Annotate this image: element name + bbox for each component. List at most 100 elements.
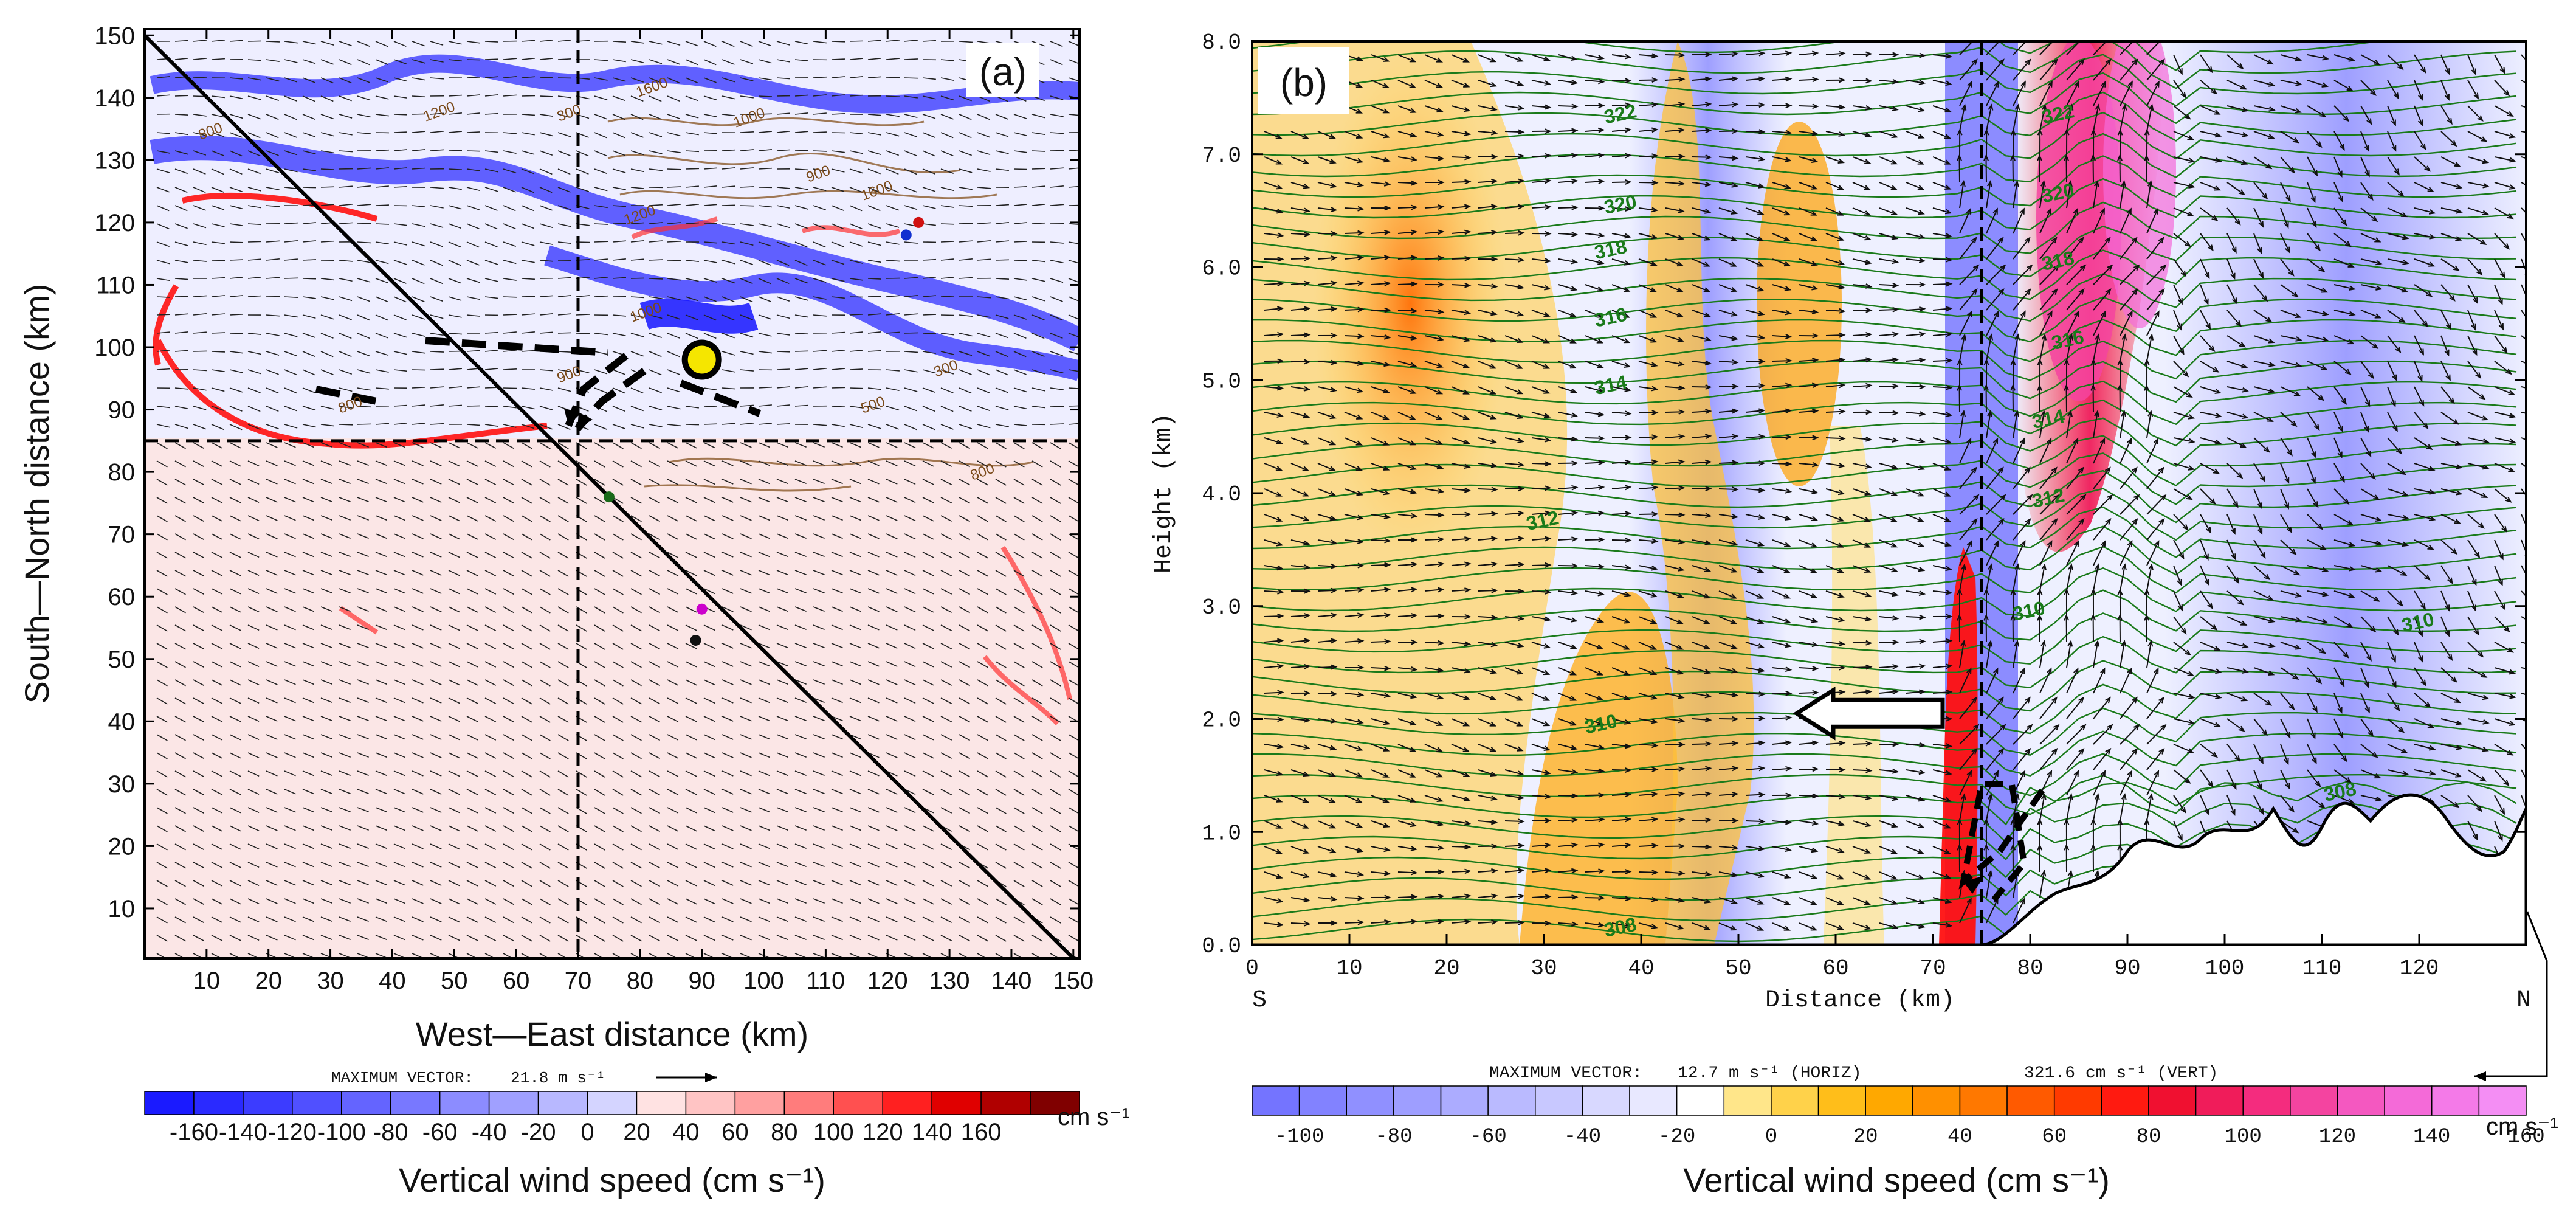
wind-vector [904,624,916,631]
wind-vector-head [1917,849,1925,854]
wind-vector [667,95,680,102]
wind-vector [1451,257,1470,260]
wind-vector [612,168,626,173]
wind-vector [466,880,478,887]
wind-vector-head [1785,690,1793,696]
wind-vector [685,260,699,262]
wind-vector [1932,590,1951,594]
wind-vector-head [1438,179,1445,185]
wind-vector [1932,156,1951,165]
wind-vector [940,258,954,261]
wind-vector [1504,155,1524,157]
wind-vector [412,333,425,337]
wind-vector [521,387,535,390]
wind-vector-head [1785,408,1793,414]
wind-vector [1718,793,1737,796]
wind-vector [1531,463,1551,465]
wind-vector [357,916,369,922]
wind-vector [1424,921,1443,924]
wind-vector [576,168,589,175]
wind-vector [393,643,405,649]
wind-vector [612,277,626,279]
wind-vector [594,479,605,486]
wind-vector [174,570,186,577]
wind-vector [740,752,752,758]
wind-vector [266,41,280,43]
wind-vector [1050,167,1064,170]
colorbar-tick-label: 80 [771,1119,798,1146]
wind-vector-head [1998,517,2005,525]
wind-vector [1665,207,1684,212]
wind-vector [412,260,425,266]
wind-vector-head [1837,568,1845,573]
wind-vector [1799,488,1817,494]
wind-vector-head [1783,236,1791,241]
wind-vector [2039,794,2045,821]
wind-vector [1558,486,1577,489]
wind-vector [1050,241,1064,244]
wind-vector [831,58,845,60]
wind-vector [1397,105,1416,113]
wind-vector [247,460,260,467]
wind-vector-head [1892,78,1899,85]
wind-vector [211,643,223,649]
colorbar-swatch [685,1091,736,1115]
wind-vector [357,789,369,795]
wind-vector [2039,209,2051,234]
wind-vector-head [1678,127,1686,133]
wind-vector [247,533,260,540]
wind-vector [940,916,952,923]
theta-contour [1252,178,2517,230]
wind-vector [448,41,462,45]
wind-vector-head [1277,358,1284,364]
wind-vector [521,898,532,905]
wind-vector [594,241,608,243]
wind-vector-head [1596,644,1604,650]
wind-vector [1317,744,1336,750]
wind-vector [813,734,825,739]
x-tick-label: 80 [627,967,654,994]
wind-vector [721,95,735,100]
wind-vector [484,406,499,407]
wind-vector [922,661,934,668]
wind-vector [1397,871,1417,874]
wind-vector [302,479,314,485]
wind-vector [211,916,223,923]
wind-vector-head [1571,536,1579,542]
wind-vector [922,697,934,704]
wind-vector [247,515,260,522]
wind-vector [1031,843,1043,851]
wind-vector [1424,846,1443,849]
wind-vector [448,404,462,407]
wind-vector [1638,539,1657,542]
wind-vector [302,41,316,45]
wind-vector-head [1703,644,1711,650]
wind-vector [247,734,260,741]
wind-vector [1451,488,1470,491]
wind-vector [448,314,462,318]
wind-vector [412,515,424,521]
wind-vector [776,697,788,704]
wind-vector [1772,52,1791,55]
wind-vector [1558,718,1576,726]
wind-vector [211,734,223,741]
wind-vector [1031,697,1043,705]
wind-vector [156,533,168,541]
wind-vector [649,533,661,541]
wind-vector [1031,606,1043,614]
wind-vector [1558,538,1577,541]
wind-vector [703,314,717,321]
wind-vector-head [1918,233,1926,240]
wind-vector [1825,207,1844,216]
panel-b-field [1252,41,2526,945]
panel-a-colorbar-units: cm s⁻¹ [1058,1104,1130,1130]
wind-vector [1611,667,1630,676]
wind-vector [1932,795,1951,802]
wind-vector [1959,697,1977,719]
wind-vector [1906,437,1924,443]
wind-vector-head [2073,207,2078,215]
wind-vector-head [1757,541,1765,547]
wind-vector [2013,724,2033,745]
wind-vector [794,41,808,45]
wind-vector [794,570,807,575]
